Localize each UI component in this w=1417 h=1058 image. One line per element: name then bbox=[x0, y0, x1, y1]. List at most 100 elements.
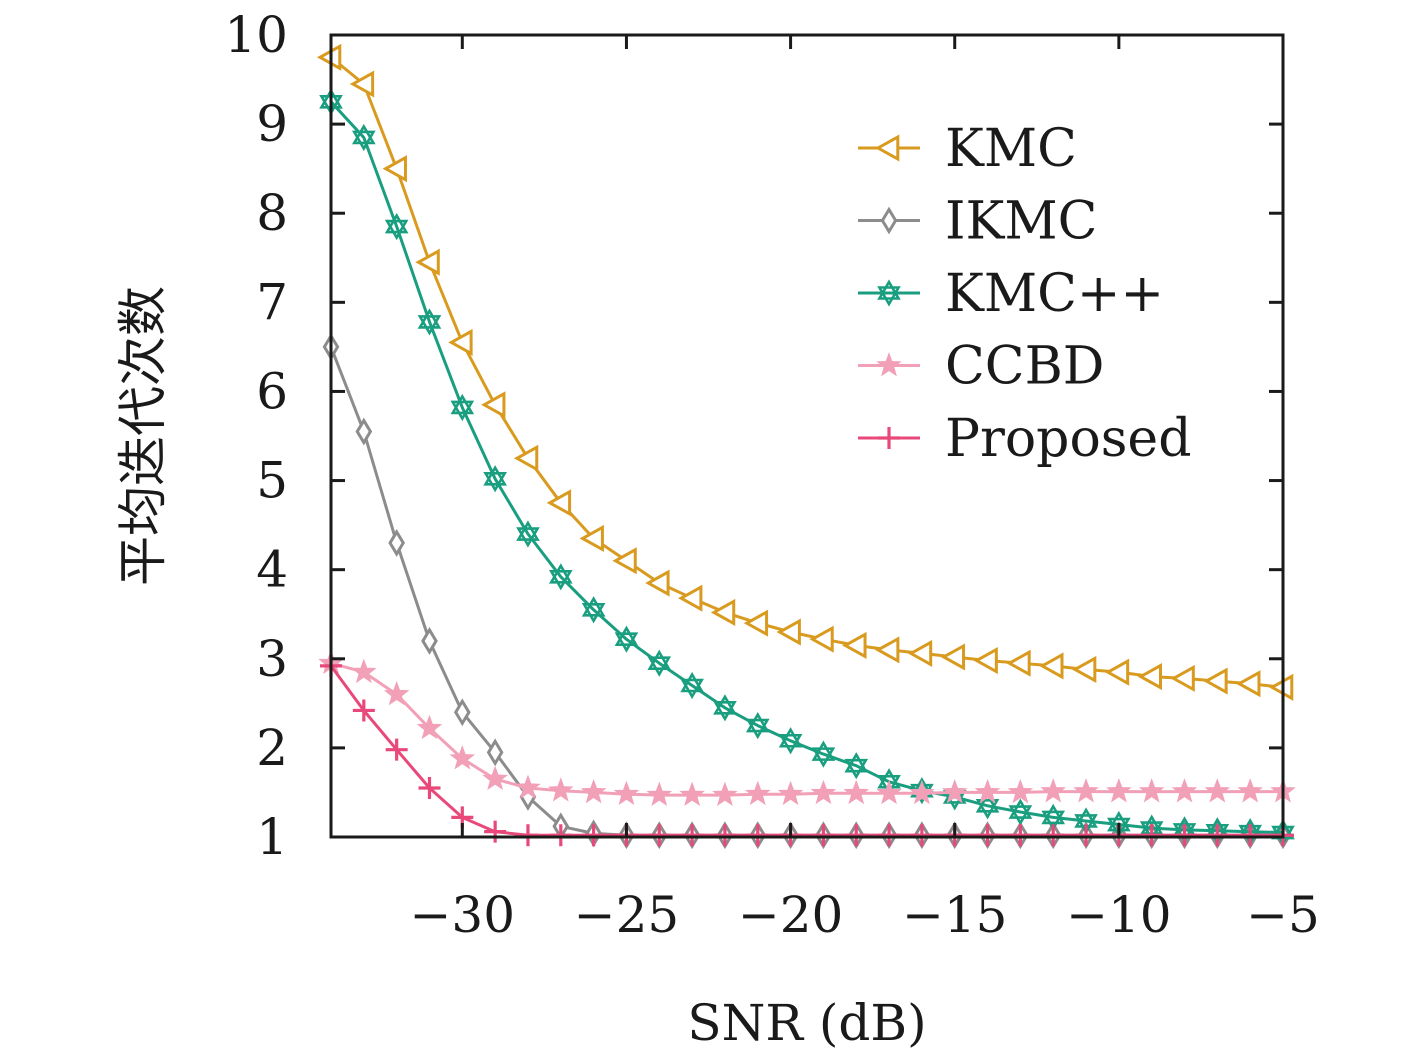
data-point bbox=[449, 745, 476, 770]
y-tick-label: 7 bbox=[256, 273, 288, 331]
data-point bbox=[388, 529, 406, 557]
data-point bbox=[483, 465, 507, 493]
legend-item: CCBD bbox=[858, 337, 1104, 397]
data-point bbox=[486, 738, 504, 767]
data-point bbox=[1203, 667, 1228, 695]
x-tick-label: −5 bbox=[1246, 886, 1320, 944]
data-point bbox=[878, 824, 901, 847]
data-point bbox=[484, 820, 507, 843]
data-point bbox=[777, 780, 804, 806]
legend-item: KMC bbox=[858, 119, 1077, 179]
x-tick-label: −30 bbox=[410, 886, 516, 944]
data-point bbox=[878, 427, 900, 449]
data-point bbox=[421, 627, 438, 655]
data-point bbox=[416, 714, 443, 740]
data-point bbox=[351, 658, 377, 684]
data-point bbox=[743, 609, 769, 637]
series-line bbox=[330, 661, 1283, 797]
data-point bbox=[352, 699, 375, 722]
x-tick-label: −10 bbox=[1066, 886, 1172, 944]
data-point bbox=[874, 636, 900, 664]
data-point bbox=[1206, 824, 1229, 847]
x-tick-label: −15 bbox=[902, 886, 1008, 944]
data-point bbox=[647, 649, 672, 677]
data-point bbox=[844, 752, 869, 780]
y-tick-label: 6 bbox=[256, 362, 288, 420]
data-point bbox=[513, 444, 539, 472]
series-proposed bbox=[320, 654, 1294, 847]
data-point bbox=[1075, 824, 1098, 847]
data-point bbox=[612, 547, 637, 575]
data-point bbox=[548, 777, 574, 802]
x-tick-label: −25 bbox=[574, 886, 680, 944]
x-tick-label: −20 bbox=[738, 886, 844, 944]
series-kmcplusplus bbox=[319, 88, 1295, 847]
series-line bbox=[330, 56, 1284, 689]
y-tick-label: 1 bbox=[256, 808, 288, 866]
data-point bbox=[418, 776, 441, 799]
data-point bbox=[355, 417, 373, 446]
legend-item: Proposed bbox=[858, 409, 1192, 469]
data-point bbox=[940, 643, 966, 671]
data-point bbox=[1006, 649, 1031, 677]
data-point bbox=[842, 631, 867, 659]
data-point bbox=[974, 778, 1001, 804]
data-point bbox=[415, 248, 440, 276]
data-point bbox=[812, 824, 835, 847]
legend-label: KMC++ bbox=[945, 264, 1164, 324]
data-point bbox=[876, 352, 902, 377]
legend: KMC IKMC KMC++ CCBD Proposed bbox=[858, 119, 1192, 469]
data-point bbox=[810, 779, 837, 805]
data-point bbox=[1071, 655, 1097, 684]
data-point bbox=[516, 824, 539, 847]
data-point bbox=[349, 70, 375, 98]
data-point bbox=[1137, 663, 1162, 691]
data-point bbox=[646, 781, 673, 806]
legend-label: KMC bbox=[945, 119, 1077, 179]
data-point bbox=[776, 618, 801, 646]
data-point bbox=[976, 824, 999, 847]
series-line bbox=[329, 665, 1283, 837]
data-point bbox=[481, 391, 506, 419]
data-point bbox=[713, 824, 736, 847]
data-point bbox=[352, 123, 376, 152]
data-point bbox=[680, 671, 704, 700]
data-point bbox=[1104, 658, 1130, 686]
data-point bbox=[580, 778, 607, 804]
data-point bbox=[1042, 824, 1065, 847]
y-tick-label: 8 bbox=[256, 184, 288, 242]
data-point bbox=[681, 824, 704, 847]
y-tick-labels: 1 2 3 4 5 6 7 8 9 10 bbox=[224, 6, 288, 866]
data-point bbox=[845, 824, 868, 847]
x-tick-labels: −30 −25 −20 −15 −10 −5 bbox=[410, 886, 1320, 944]
data-point bbox=[546, 489, 572, 517]
data-point bbox=[448, 328, 473, 356]
data-point bbox=[548, 563, 573, 591]
data-point bbox=[645, 569, 670, 597]
data-point bbox=[1009, 824, 1032, 847]
data-point bbox=[1173, 824, 1196, 847]
data-point bbox=[678, 584, 703, 612]
data-point bbox=[382, 155, 407, 183]
data-point bbox=[712, 781, 738, 806]
data-point bbox=[516, 520, 540, 548]
data-point bbox=[973, 647, 998, 675]
y-tick-label: 5 bbox=[256, 452, 288, 510]
data-point bbox=[1138, 778, 1165, 803]
data-point bbox=[1041, 803, 1066, 831]
data-point bbox=[843, 779, 870, 805]
data-point bbox=[613, 780, 640, 806]
y-tick-label: 4 bbox=[256, 541, 288, 599]
axis-ticks bbox=[331, 33, 1285, 839]
data-point bbox=[1106, 778, 1132, 803]
data-point bbox=[679, 781, 705, 806]
data-point bbox=[383, 680, 410, 706]
data-point bbox=[1140, 824, 1163, 847]
data-point bbox=[1007, 778, 1034, 804]
plot-series-layer bbox=[316, 43, 1296, 850]
data-point bbox=[809, 625, 834, 653]
plot-frame bbox=[329, 33, 1285, 839]
legend-label: Proposed bbox=[945, 409, 1192, 469]
data-point bbox=[910, 824, 933, 847]
data-point bbox=[582, 824, 605, 847]
